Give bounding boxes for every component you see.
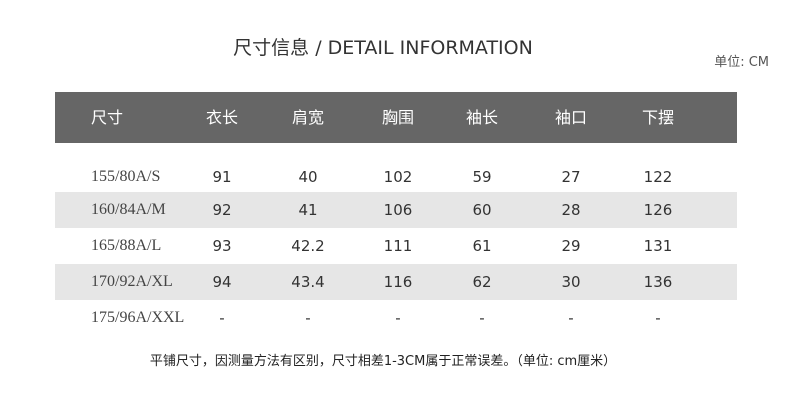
cell-cuff: 28 xyxy=(561,201,581,219)
cell-size: 165/88A/L xyxy=(91,237,162,254)
header-hem: 下摆 xyxy=(641,108,675,127)
table-row: 175/96A/XXL - - - - - - xyxy=(55,300,737,336)
header-size: 尺寸 xyxy=(90,108,124,127)
table-row: 165/88A/L 93 42.2 111 61 29 131 xyxy=(55,228,737,264)
cell-size: 170/92A/XL xyxy=(91,273,173,290)
unit-label: 单位: CM xyxy=(714,55,769,70)
cell-sleeve: 60 xyxy=(472,201,492,219)
cell-sleeve: - xyxy=(479,309,485,327)
cell-chest: 106 xyxy=(383,201,413,219)
header-sleeve: 袖长 xyxy=(465,108,499,127)
cell-cuff: 27 xyxy=(561,168,581,186)
cell-size: 160/84A/M xyxy=(91,201,166,218)
cell-hem: 131 xyxy=(643,237,673,255)
cell-hem: - xyxy=(655,309,661,327)
cell-chest: - xyxy=(395,309,401,327)
header-cuff: 袖口 xyxy=(554,108,588,127)
cell-shoulder: - xyxy=(305,309,311,327)
cell-sleeve: 61 xyxy=(472,237,492,255)
cell-hem: 126 xyxy=(643,201,673,219)
table-header: 尺寸 衣长 肩宽 胸围 袖长 袖口 下摆 xyxy=(55,92,737,143)
header-length: 衣长 xyxy=(205,108,239,127)
cell-shoulder: 42.2 xyxy=(291,237,325,255)
table-row: 170/92A/XL 94 43.4 116 62 30 136 xyxy=(55,264,737,300)
table-row: 160/84A/M 92 41 106 60 28 126 xyxy=(55,192,737,228)
cell-chest: 102 xyxy=(383,168,413,186)
cell-cuff: 29 xyxy=(561,237,581,255)
measurement-note: 平铺尺寸，因测量方法有区别，尺寸相差1-3CM属于正常误差。（单位: cm厘米） xyxy=(149,354,617,369)
table-row: 155/80A/S 91 40 102 59 27 122 xyxy=(55,159,737,195)
cell-cuff: - xyxy=(568,309,574,327)
cell-hem: 122 xyxy=(643,168,673,186)
cell-size: 175/96A/XXL xyxy=(91,309,185,326)
cell-cuff: 30 xyxy=(561,273,581,291)
cell-shoulder: 43.4 xyxy=(291,273,325,291)
cell-length: 91 xyxy=(212,168,232,186)
cell-chest: 116 xyxy=(383,273,413,291)
cell-hem: 136 xyxy=(643,273,673,291)
cell-size: 155/80A/S xyxy=(91,168,161,185)
cell-length: 92 xyxy=(212,201,232,219)
header-shoulder: 肩宽 xyxy=(291,108,325,127)
header-chest: 胸围 xyxy=(381,108,415,127)
cell-sleeve: 62 xyxy=(472,273,492,291)
cell-shoulder: 40 xyxy=(298,168,318,186)
cell-length: 93 xyxy=(212,237,232,255)
cell-shoulder: 41 xyxy=(298,201,318,219)
cell-sleeve: 59 xyxy=(472,168,492,186)
cell-length: - xyxy=(219,309,225,327)
cell-chest: 111 xyxy=(383,237,413,255)
cell-length: 94 xyxy=(212,273,232,291)
page-title: 尺寸信息 / DETAIL INFORMATION xyxy=(233,37,533,59)
